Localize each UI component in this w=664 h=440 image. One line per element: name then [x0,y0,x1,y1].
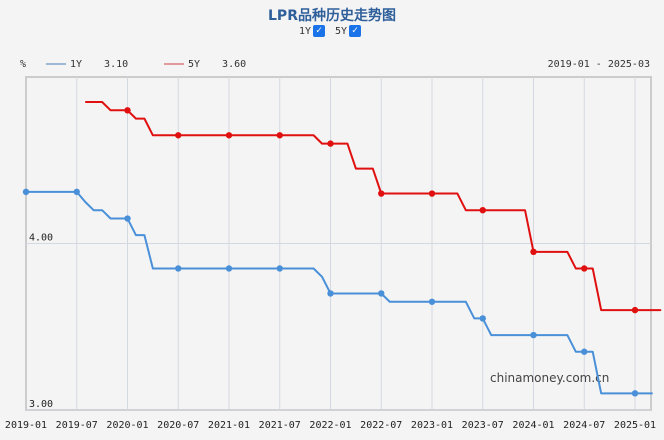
x-tick-label: 2023-07 [462,420,504,431]
x-tick-label: 2020-07 [157,420,199,431]
series-toggles: 1Y ✓ 5Y ✓ [0,25,664,37]
data-point-5Y [378,190,385,197]
chart-title: LPR品种历史走势图 [268,8,396,24]
data-point-1Y [327,290,334,297]
x-tick-label: 2019-01 [5,420,47,431]
y-unit: % [20,59,27,70]
toggle-5y-checkbox[interactable]: ✓ [349,25,362,37]
legend-1y-swatch [46,63,66,65]
series-line-1Y [26,190,653,395]
data-point-1Y [73,188,80,196]
data-point-1Y [530,331,537,339]
series-line-5Y [85,100,662,312]
data-point-5Y [225,132,233,139]
legend-5y-label: 5Y [188,59,201,70]
toggle-1y-checkbox[interactable]: ✓ [312,25,325,37]
data-point-1Y [631,390,639,397]
x-tick-label: 2024-01 [512,420,554,431]
x-tick-label: 2024-07 [563,420,605,431]
watermark: chinamoney.com.cn [490,371,609,385]
legend-1y: 1Y 3.10 [46,59,128,70]
data-point-1Y [378,290,385,297]
data-point-1Y [428,298,436,305]
data-point-5Y [175,132,182,139]
legend-5y-value: 3.60 [222,59,247,70]
data-point-5Y [124,107,131,114]
toggle-1y-label: 1Y [298,26,311,37]
data-point-5Y [479,207,486,214]
legend-5y: 5Y 3.60 [164,59,246,70]
data-point-1Y [276,265,283,272]
x-tick-label: 2020-01 [106,420,148,431]
data-point-1Y [581,348,588,355]
data-point-5Y [581,265,588,272]
data-point-5Y [276,132,283,139]
x-tick-label: 2025-01 [614,420,656,431]
legend-1y-label: 1Y [70,59,83,70]
data-point-1Y [22,188,30,196]
x-tick-label: 2021-01 [208,420,250,431]
toggle-5y-label: 5Y [335,26,348,37]
x-tick-label: 2022-01 [309,420,351,431]
data-point-5Y [327,140,334,147]
data-point-1Y [175,265,182,272]
date-range: 2019-01 - 2025-03 [547,59,650,70]
x-tick-label: 2023-01 [411,420,453,431]
data-point-5Y [631,306,639,314]
data-point-1Y [479,315,486,322]
data-point-1Y [124,215,131,222]
legend-1y-value: 3.10 [104,59,129,70]
data-point-1Y [225,265,233,272]
data-point-5Y [428,190,436,197]
y-tick-label: 4.00 [29,233,53,244]
data-point-5Y [530,248,537,256]
legend-5y-swatch [164,63,184,65]
x-tick-label: 2022-07 [360,420,402,431]
x-tick-label: 2019-07 [56,420,98,431]
x-tick-label: 2021-07 [259,420,301,431]
y-tick-label: 3.00 [29,399,53,410]
